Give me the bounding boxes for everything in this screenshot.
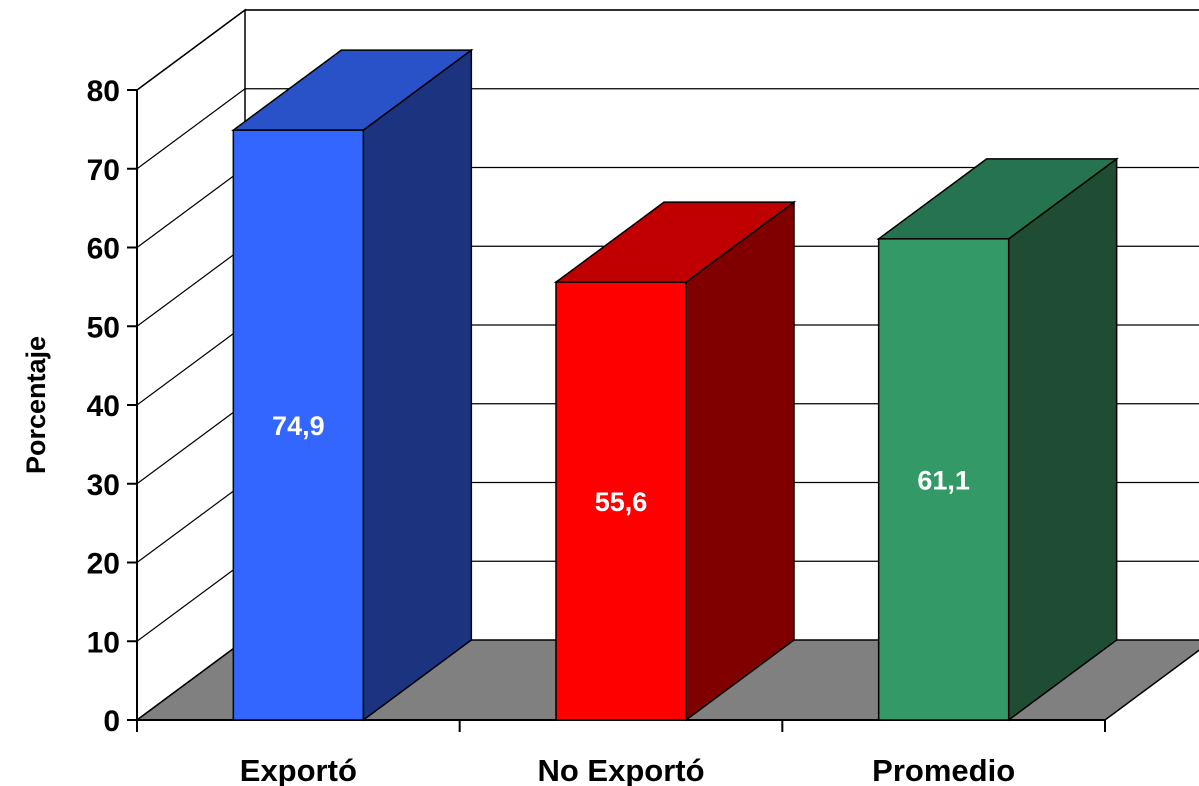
bar	[877, 238, 1010, 721]
y-axis-title: Porcentaje	[21, 336, 51, 474]
y-tick-label: 10	[87, 626, 120, 659]
bar	[555, 281, 687, 721]
x-category-labels: Exportó No Exportó Promedio	[240, 753, 1015, 786]
data-label: 74,9	[272, 411, 325, 441]
y-tick-label: 70	[87, 154, 120, 187]
category-label: No Exportó	[537, 753, 704, 786]
gridline-side	[136, 9, 246, 91]
gridline-side	[136, 560, 246, 642]
bar-side	[1007, 157, 1118, 722]
bar-group: 61,1	[876, 157, 1119, 722]
y-tick-labels: 0 10 20 30 40 50 60 70 80	[87, 75, 120, 738]
y-tick-label: 50	[87, 311, 120, 344]
y-tick-label: 40	[87, 390, 120, 423]
data-label: 61,1	[917, 465, 970, 495]
y-tick-label: 20	[87, 548, 120, 581]
gridline-side	[136, 403, 246, 485]
y-tick-label: 0	[103, 705, 120, 738]
bar-side	[362, 48, 473, 722]
y-tick-label: 80	[87, 75, 120, 108]
gridline-side	[136, 482, 246, 563]
bar-group: 74,9	[231, 48, 474, 722]
category-label: Promedio	[872, 753, 1015, 786]
gridline-side	[136, 324, 246, 406]
gridline-side	[136, 88, 246, 170]
data-label: 55,6	[595, 487, 648, 517]
bars: 74,9 55,6 61,1	[231, 48, 1119, 722]
gridline-side	[136, 167, 246, 248]
y-tick-label: 30	[87, 469, 120, 502]
bar-group: 55,6	[553, 200, 797, 722]
category-label: Exportó	[240, 753, 357, 786]
y-tick-label: 60	[87, 233, 120, 266]
bar	[232, 129, 365, 721]
gridline-side	[136, 245, 246, 327]
bar-side	[685, 200, 795, 722]
